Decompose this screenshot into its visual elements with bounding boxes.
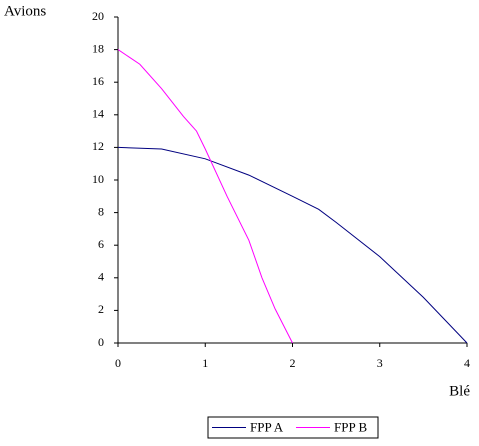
y-tick-label: 2 xyxy=(98,302,104,316)
x-tick-label: 2 xyxy=(290,356,296,370)
legend-box xyxy=(207,416,379,439)
y-tick-label: 8 xyxy=(98,204,104,218)
x-tick-label: 4 xyxy=(464,356,470,370)
x-tick-label: 1 xyxy=(202,356,208,370)
y-tick-label: 14 xyxy=(92,107,104,121)
y-tick-label: 18 xyxy=(92,41,104,55)
x-tick-label: 0 xyxy=(115,356,121,370)
y-tick-label: 6 xyxy=(98,237,104,251)
y-tick-label: 16 xyxy=(92,74,104,88)
y-tick-label: 4 xyxy=(98,270,104,284)
y-axis-label: Avions xyxy=(4,3,46,19)
x-tick-label: 3 xyxy=(377,356,383,370)
y-tick-label: 20 xyxy=(92,9,104,23)
y-tick-label: 12 xyxy=(92,139,104,153)
series-line xyxy=(117,49,293,344)
y-tick-label: 0 xyxy=(98,335,104,349)
legend-label: FPP A xyxy=(250,419,284,434)
x-axis-label: Blé xyxy=(449,383,470,399)
legend-label: FPP B xyxy=(334,419,367,434)
y-tick-label: 10 xyxy=(92,172,104,186)
series-line xyxy=(117,146,468,344)
